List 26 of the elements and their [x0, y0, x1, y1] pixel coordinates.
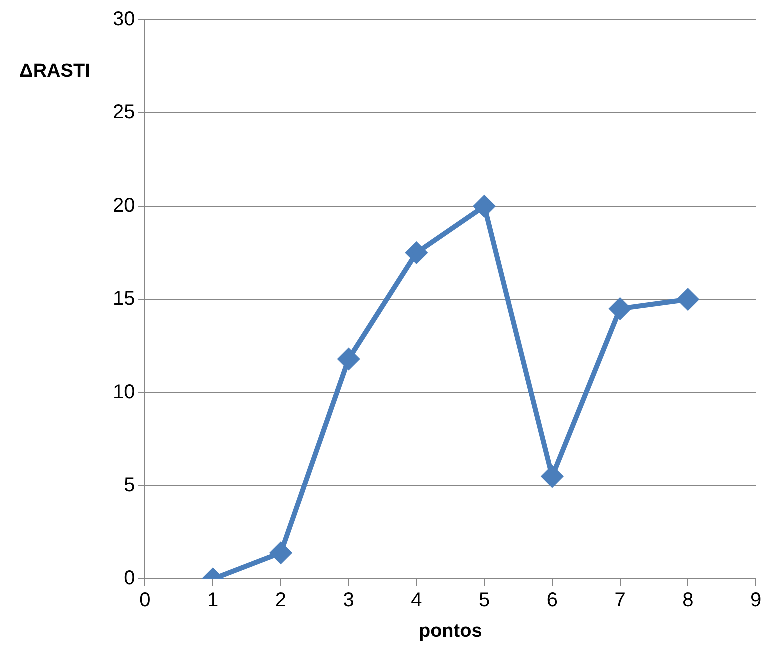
- y-tick-label: 20: [112, 194, 136, 217]
- point: [678, 289, 699, 310]
- x-tick-label: 0: [140, 590, 151, 612]
- point: [406, 242, 428, 264]
- x-tick-label: 4: [411, 590, 422, 612]
- y-tick-label: 0: [124, 568, 136, 590]
- point: [610, 298, 631, 320]
- y-tick-label: 15: [112, 288, 136, 310]
- x-tick-label: 6: [546, 590, 558, 612]
- y-tick-label: 5: [124, 474, 136, 497]
- x-tick-label: 7: [614, 590, 626, 612]
- x-tick-label: 1: [208, 590, 219, 612]
- x-tick-label: 5: [478, 590, 490, 612]
- y-tick-label: 10: [112, 381, 136, 404]
- x-axis-title: pontos: [418, 620, 482, 642]
- x-tick-label: 2: [275, 590, 287, 612]
- point: [474, 196, 496, 217]
- x-tick-label: 8: [682, 590, 694, 612]
- y-tick-label: 30: [112, 8, 136, 31]
- x-tick-label: 9: [750, 590, 762, 612]
- y-tick-label: 25: [112, 102, 136, 124]
- y-axis-title: ΔRASTI: [20, 61, 90, 82]
- point: [338, 348, 360, 370]
- point: [270, 542, 292, 564]
- point: [542, 466, 563, 488]
- x-tick-label: 3: [343, 590, 354, 612]
